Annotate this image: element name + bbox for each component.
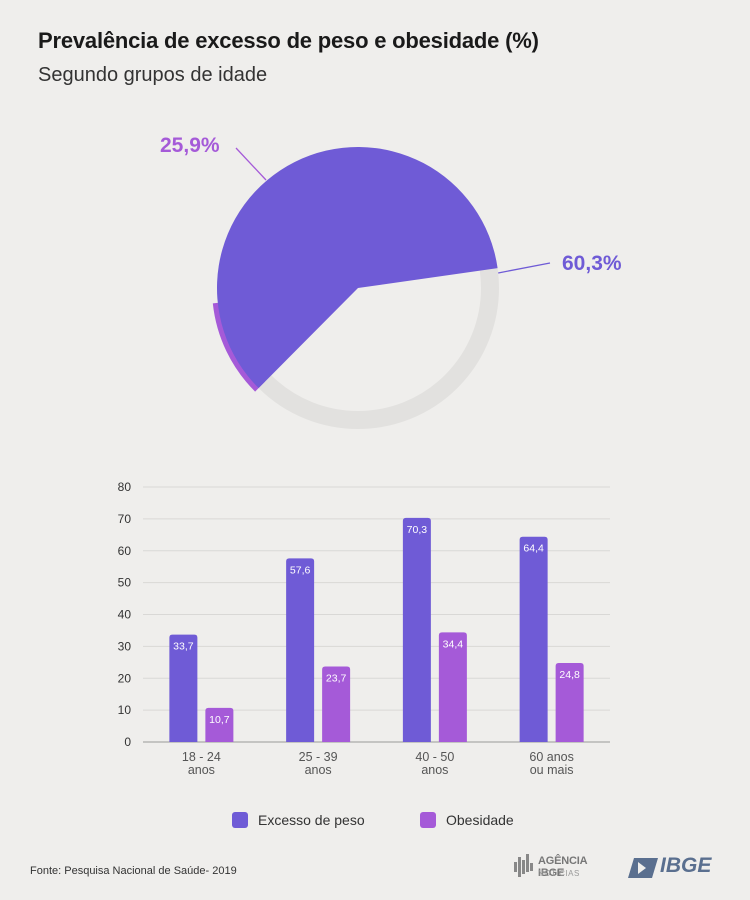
x-category-label: 60 anos ou mais [529, 750, 573, 777]
x-category-label: 25 - 39 anos [299, 750, 338, 777]
bar-value-obesidade: 10,7 [209, 714, 230, 726]
x-category-label-line: anos [421, 763, 448, 777]
bar-value-excesso: 33,7 [173, 641, 194, 653]
agencia-bars-icon [514, 854, 533, 877]
legend-swatch-excesso [232, 812, 248, 828]
pie-leader-obesidade [235, 147, 267, 181]
y-tick-label: 70 [118, 512, 132, 526]
bar-value-obesidade: 34,4 [443, 638, 464, 650]
ibge-emblem-icon [628, 858, 658, 878]
pie-label-excesso: 60,3% [562, 252, 622, 275]
agencia-logo-text: AGÊNCIA IBGE [538, 855, 587, 879]
y-tick-label: 30 [118, 639, 132, 653]
agencia-logo-subtext: NOTÍCIAS [538, 869, 580, 878]
pie-label-obesidade: 25,9% [160, 134, 220, 157]
legend: Excesso de peso Obesidade [0, 812, 750, 836]
bar-obesidade [555, 662, 584, 742]
bar-excesso [169, 634, 198, 742]
x-category-label-line: 25 - 39 [299, 750, 338, 764]
chart-subtitle: Segundo grupos de idade [38, 64, 268, 86]
x-category-label-line: ou mais [530, 763, 574, 777]
legend-label-excesso: Excesso de peso [258, 812, 365, 828]
bar-excesso [402, 517, 431, 742]
y-tick-label: 20 [118, 671, 132, 685]
bar-value-obesidade: 23,7 [326, 672, 347, 684]
pie-slice-excesso [216, 146, 498, 389]
ibge-logo: IBGE [628, 854, 724, 880]
bar-value-excesso: 57,6 [290, 564, 311, 576]
x-category-label: 40 - 50 anos [415, 750, 454, 777]
x-category-label-line: anos [305, 763, 332, 777]
legend-item-obesidade: Obesidade [420, 812, 514, 828]
legend-swatch-obesidade [420, 812, 436, 828]
y-tick-label: 50 [118, 576, 132, 590]
pie-chart: 60,3% 25,9% [160, 134, 622, 429]
agencia-ibge-logo: AGÊNCIA IBGE NOTÍCIAS [514, 852, 614, 880]
y-tick-label: 0 [124, 735, 131, 749]
bar-value-excesso: 70,3 [407, 524, 428, 536]
y-tick-label: 80 [118, 480, 132, 494]
chart-title: Prevalência de excesso de peso e obesida… [38, 28, 539, 53]
y-tick-label: 10 [118, 703, 132, 717]
x-category-label-line: 40 - 50 [415, 750, 454, 764]
bar-excesso [286, 558, 315, 742]
y-tick-label: 60 [118, 544, 132, 558]
pie-leader-excesso [498, 262, 551, 274]
x-category-label: 18 - 24 anos [182, 750, 221, 777]
y-tick-label: 40 [118, 608, 132, 622]
bar-value-obesidade: 24,8 [559, 669, 580, 681]
legend-item-excesso: Excesso de peso [232, 812, 365, 828]
bar-obesidade [205, 707, 234, 742]
x-category-label-line: 18 - 24 [182, 750, 221, 764]
x-category-label-line: anos [188, 763, 215, 777]
bar-obesidade [438, 632, 467, 742]
bar-value-excesso: 64,4 [523, 543, 544, 555]
ibge-logo-text: IBGE [660, 854, 712, 877]
x-category-label-line: 60 anos [529, 750, 573, 764]
legend-label-obesidade: Obesidade [446, 812, 514, 828]
bar-obesidade [322, 666, 351, 742]
source-note: Fonte: Pesquisa Nacional de Saúde- 2019 [30, 865, 237, 877]
bar-excesso [519, 536, 548, 742]
